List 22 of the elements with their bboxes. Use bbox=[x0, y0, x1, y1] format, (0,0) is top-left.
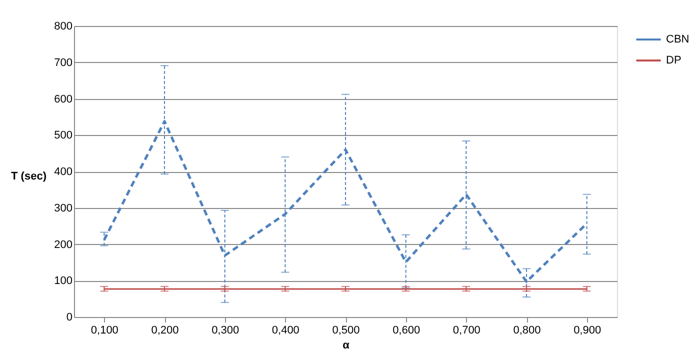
y-axis-title: T (sec) bbox=[11, 170, 47, 182]
x-tick-label: 0,800 bbox=[513, 324, 541, 336]
legend-label: CBN bbox=[666, 34, 690, 46]
y-tick-label: 400 bbox=[54, 166, 72, 178]
x-tick-label: 0,100 bbox=[90, 324, 118, 336]
y-tick-label: 700 bbox=[54, 56, 72, 69]
x-tick-label: 0,700 bbox=[452, 324, 480, 336]
y-tick-label: 500 bbox=[54, 130, 72, 142]
y-tick-label: 0 bbox=[66, 312, 72, 324]
y-tick-label: 200 bbox=[54, 238, 72, 251]
x-tick-label: 0,400 bbox=[272, 324, 300, 336]
y-tick-label: 800 bbox=[54, 20, 72, 32]
y-tick-label: 100 bbox=[54, 275, 72, 288]
x-tick-label: 0,600 bbox=[392, 324, 420, 336]
x-tick-label: 0,300 bbox=[212, 324, 240, 336]
x-tick-label: 0,500 bbox=[332, 324, 360, 336]
y-tick-label: 600 bbox=[54, 93, 72, 106]
x-axis-title: α bbox=[342, 340, 350, 352]
x-tick-label: 0,200 bbox=[151, 324, 179, 336]
y-tick-label: 300 bbox=[54, 202, 72, 214]
legend-label: DP bbox=[666, 54, 682, 66]
x-tick-label: 0,900 bbox=[574, 324, 602, 336]
